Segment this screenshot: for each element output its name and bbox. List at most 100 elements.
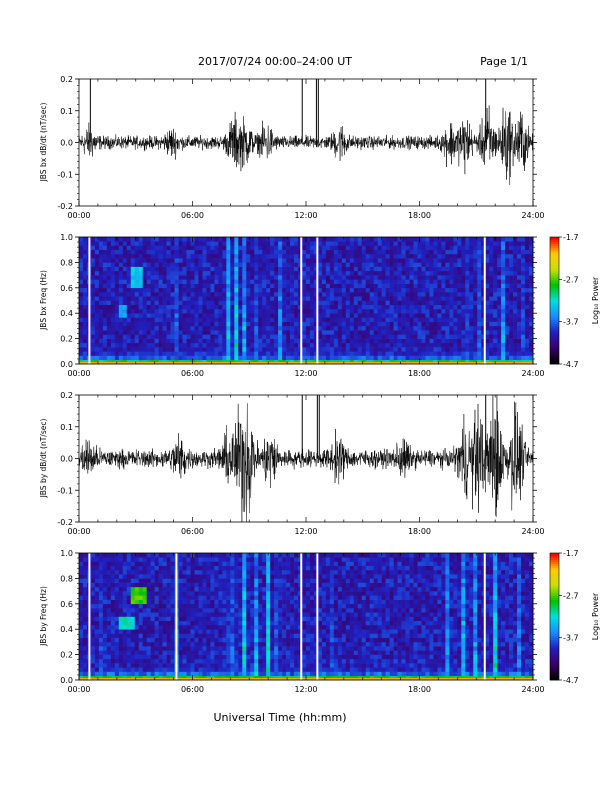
spectrogram-cell	[294, 258, 299, 263]
spectrogram-cell	[94, 616, 100, 622]
spectrogram-cell	[333, 266, 339, 272]
spectrogram-cell	[142, 292, 147, 297]
spectrogram-cell	[369, 241, 374, 246]
spectrogram-cell	[286, 245, 291, 250]
spectrogram-cell	[353, 241, 359, 246]
spectrogram-cell	[142, 599, 147, 605]
spectrogram-cell	[106, 620, 112, 626]
spectrogram-cell	[166, 292, 171, 297]
spectrogram-cell	[489, 241, 494, 246]
spectrogram-cell	[369, 275, 374, 280]
spectrogram-cell	[525, 258, 530, 263]
spectrogram-cell	[501, 292, 506, 297]
spectrogram-cell	[238, 334, 243, 339]
spectrogram-cell	[242, 245, 247, 250]
spectrogram-cell	[94, 334, 100, 339]
spectrogram-cell	[150, 591, 155, 596]
spectrogram-cell	[182, 629, 187, 634]
spectrogram-cell	[214, 338, 219, 344]
spectrogram-cell	[190, 253, 195, 259]
spectrogram-cell	[246, 338, 251, 344]
spectrogram-cell	[174, 262, 179, 267]
spectrogram-cell	[90, 249, 96, 255]
spectrogram-cell	[302, 253, 307, 259]
spectrogram-cell	[106, 578, 112, 583]
signal-trace	[78, 394, 534, 523]
spectrogram-cell	[262, 275, 267, 280]
spectrogram-cell	[79, 330, 84, 335]
spectrogram-cell	[206, 553, 211, 558]
spectrogram-cell	[369, 237, 374, 242]
spectrogram-cell	[529, 283, 534, 289]
spectrogram-cell	[266, 325, 271, 331]
spectrogram-cell	[254, 330, 259, 335]
spectrogram-cell	[369, 253, 374, 259]
spectrogram-cell	[194, 595, 199, 600]
spectrogram-cell	[242, 275, 247, 280]
spectrogram-cell	[453, 334, 458, 339]
spectrogram-cell	[369, 258, 374, 263]
spectrogram-cell	[429, 351, 434, 356]
spectrogram-cell	[126, 553, 132, 558]
spectrogram-cell	[110, 300, 116, 306]
spectrogram-cell	[381, 258, 386, 263]
spectrogram-cell	[102, 338, 108, 344]
spectrogram-cell	[517, 292, 522, 297]
spectrogram-cell	[194, 616, 199, 622]
spectrogram-cell	[405, 304, 410, 310]
spectrogram-cell	[214, 629, 219, 634]
spectrogram-cell	[170, 275, 175, 280]
spectrogram-cell	[369, 342, 374, 348]
spectrogram-cell	[405, 292, 410, 297]
spectrogram-cell	[377, 317, 382, 322]
spectrogram-cell	[218, 578, 223, 583]
spectrogram-cell	[473, 245, 478, 250]
spectrogram-cell	[82, 304, 88, 310]
spectrogram-cell	[353, 245, 359, 250]
spectrogram-cell	[206, 330, 211, 335]
spectrogram-cell	[130, 292, 136, 297]
spectrogram-cell	[349, 296, 355, 301]
spectrogram-cell	[154, 300, 159, 306]
spectrogram-cell	[134, 608, 140, 613]
spectrogram-cell	[397, 283, 402, 289]
spectrogram-cell	[79, 565, 84, 571]
spectrogram-cell	[373, 266, 378, 272]
spectrogram-cell	[178, 578, 183, 583]
spectrogram-cell	[146, 287, 151, 293]
spectrogram-cell	[282, 342, 287, 348]
spectrogram-cell	[397, 338, 402, 344]
spectrogram-cell	[373, 287, 378, 293]
y-tick-label: 0.6	[60, 284, 73, 293]
spectrogram-cell	[421, 253, 426, 259]
spectrogram-cell	[166, 557, 171, 562]
spectrogram-cell	[329, 275, 335, 280]
spectrogram-cell	[82, 646, 88, 651]
spectrogram-cell	[421, 283, 426, 289]
spectrogram-cell	[90, 629, 96, 634]
spectrogram-cell	[170, 569, 175, 575]
spectrogram-cell	[381, 296, 386, 301]
spectrogram-cell	[82, 595, 88, 600]
spectrogram-cell	[453, 249, 458, 255]
spectrogram-cell	[309, 313, 315, 318]
spectrogram-cell	[206, 249, 211, 255]
spectrogram-cell	[206, 300, 211, 306]
spectrogram-cell	[146, 258, 151, 263]
spectrogram-cell	[82, 663, 88, 668]
spectrogram-cell	[222, 321, 227, 327]
spectrogram-cell	[146, 245, 151, 250]
spectrogram-cell	[409, 275, 414, 280]
spectrogram-cell	[489, 325, 494, 331]
spectrogram-cell	[306, 313, 311, 318]
spectrogram-cell	[122, 629, 128, 634]
spectrogram-cell	[206, 608, 211, 613]
spectrogram-cell	[457, 283, 462, 289]
spectrogram-cell	[106, 245, 112, 250]
spectrogram-cell	[246, 270, 251, 276]
spectrogram-cell	[210, 629, 215, 634]
spectrogram-cell	[174, 321, 179, 327]
spectrogram-cell	[489, 300, 494, 306]
spectrogram-cell	[182, 325, 187, 331]
spectrogram-cell	[529, 258, 534, 263]
